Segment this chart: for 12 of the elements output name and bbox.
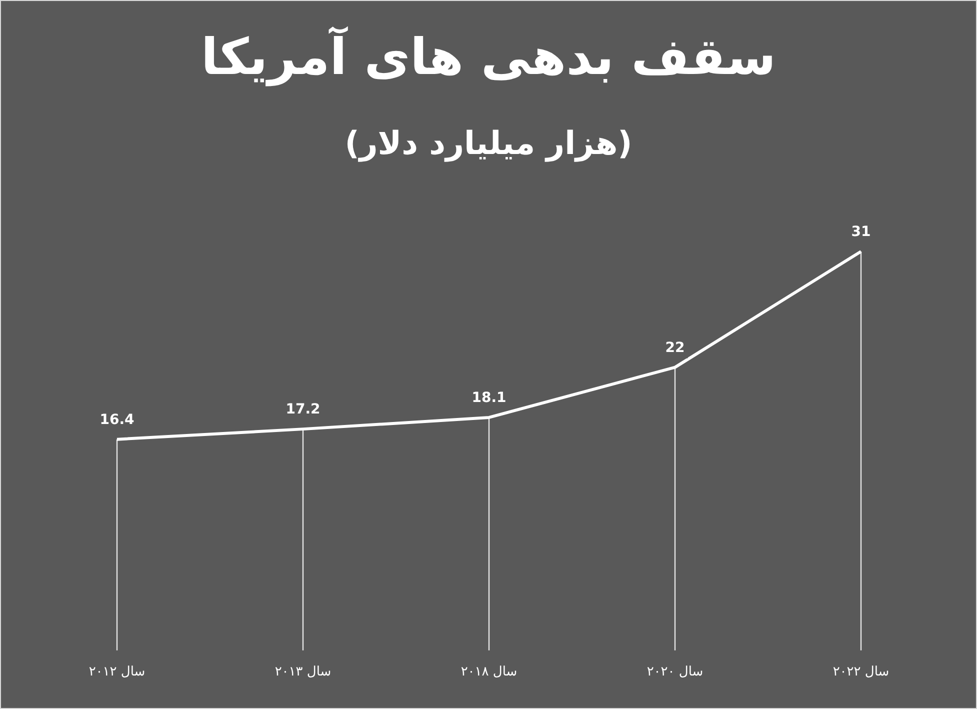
data-label: 16.4 <box>100 412 135 428</box>
x-tick-label: سال ۲۰۱۸ <box>460 664 518 680</box>
x-tick-label: سال ۲۰۲۰ <box>646 664 704 680</box>
data-label: 17.2 <box>286 402 320 418</box>
chart-title: سقف بدهی های آمریکا <box>200 28 777 86</box>
x-tick-label: سال ۲۰۱۳ <box>274 664 332 680</box>
data-label: 31 <box>851 224 871 240</box>
x-tick-label: سال ۲۰۲۲ <box>832 664 890 680</box>
x-tick-label: سال ۲۰۱۲ <box>88 664 146 680</box>
data-label: 22 <box>665 340 685 356</box>
chart-subtitle: (هزار میلیارد دلار) <box>344 124 634 162</box>
data-label: 18.1 <box>472 390 506 406</box>
